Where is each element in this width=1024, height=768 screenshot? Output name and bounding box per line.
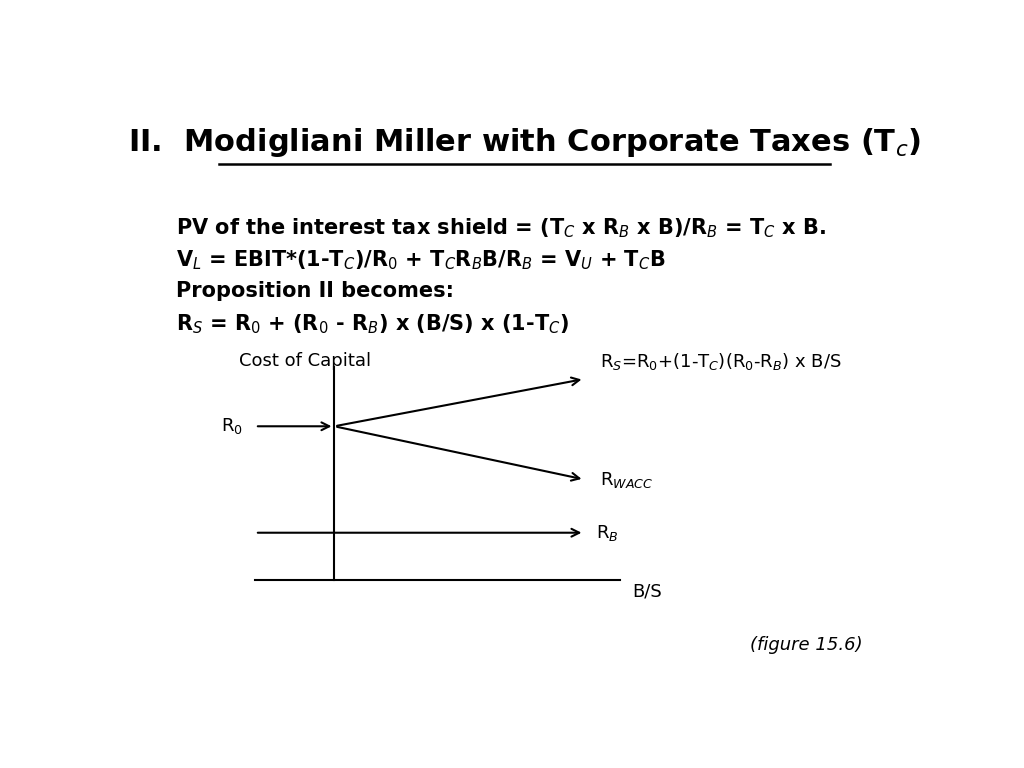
Text: R$_B$: R$_B$ <box>596 523 618 543</box>
Text: R$_S$=R$_0$+(1-T$_C$)(R$_0$-R$_B$) x B/S: R$_S$=R$_0$+(1-T$_C$)(R$_0$-R$_B$) x B/S <box>600 351 842 372</box>
Text: R$_S$ = R$_0$ + (R$_0$ - R$_B$) x (B/S) x (1-T$_C$): R$_S$ = R$_0$ + (R$_0$ - R$_B$) x (B/S) … <box>176 312 568 336</box>
Text: B/S: B/S <box>632 583 662 601</box>
Text: R$_0$: R$_0$ <box>221 416 243 436</box>
Text: II.  Modigliani Miller with Corporate Taxes (T$_c$): II. Modigliani Miller with Corporate Tax… <box>128 126 922 159</box>
Text: PV of the interest tax shield = (T$_C$ x R$_B$ x B)/R$_B$ = T$_C$ x B.: PV of the interest tax shield = (T$_C$ x… <box>176 217 825 240</box>
Text: (figure 15.6): (figure 15.6) <box>751 636 863 654</box>
Text: Proposition II becomes:: Proposition II becomes: <box>176 281 454 302</box>
Text: V$_L$ = EBIT*(1-T$_C$)/R$_0$ + T$_C$R$_B$B/R$_B$ = V$_U$ + T$_C$B: V$_L$ = EBIT*(1-T$_C$)/R$_0$ + T$_C$R$_B… <box>176 249 666 273</box>
Text: R$_{WACC}$: R$_{WACC}$ <box>600 469 653 489</box>
Text: Cost of Capital: Cost of Capital <box>240 353 372 370</box>
